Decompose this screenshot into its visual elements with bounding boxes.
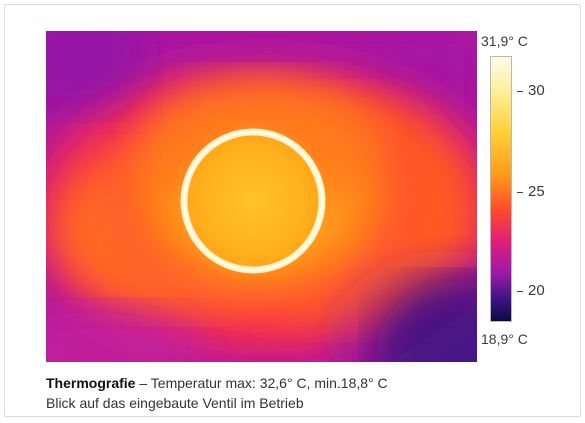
scale-tick-mark — [517, 192, 523, 193]
scale-tick-label: 30 — [528, 82, 545, 99]
caption-temperature-text: Temperatur max: 32,6° C, min.18,8° C — [150, 375, 388, 391]
figure-caption: Thermografie – Temperatur max: 32,6° C, … — [46, 373, 388, 413]
caption-title: Thermografie — [46, 375, 136, 391]
figure: 31,9° C 18,9° C 30 25 20 Thermografie – … — [4, 4, 581, 417]
thermal-image — [46, 31, 477, 362]
caption-line-2: Blick auf das eingebaute Ventil im Betri… — [46, 395, 304, 411]
caption-line-1: Thermografie – Temperatur max: 32,6° C, … — [46, 373, 388, 393]
scale-tick-label: 25 — [528, 183, 545, 200]
temperature-scale-bar — [491, 57, 511, 321]
scale-tick-label: 20 — [528, 282, 545, 299]
scale-min-label: 18,9° C — [481, 331, 528, 347]
scale-tick-mark — [517, 91, 523, 92]
scale-tick-mark — [517, 291, 523, 292]
scale-max-label: 31,9° C — [481, 33, 528, 49]
caption-separator: – — [135, 375, 151, 391]
